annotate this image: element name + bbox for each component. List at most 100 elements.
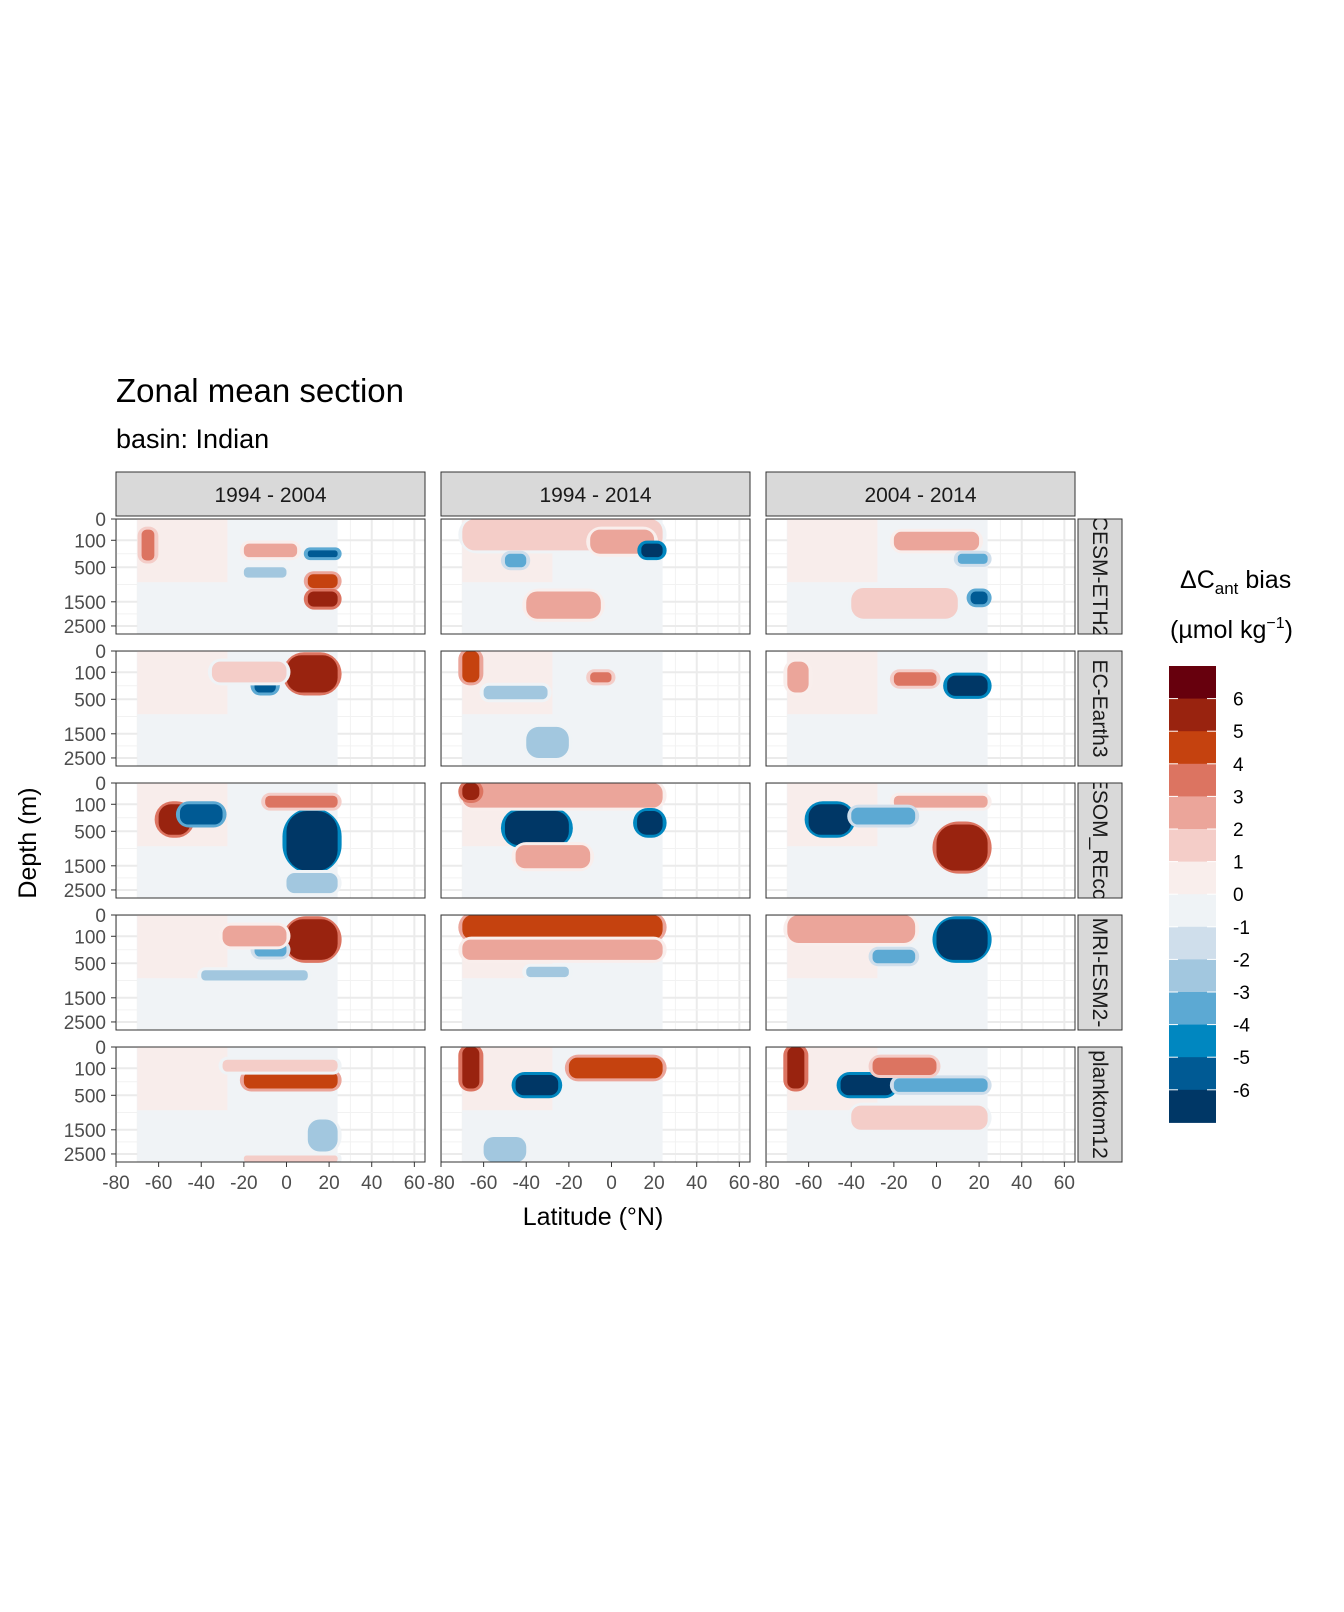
- bias-contour: [243, 1071, 338, 1089]
- chart-subtitle: basin: Indian: [116, 424, 270, 454]
- y-tick-label: 1500: [64, 593, 106, 614]
- row-strip: [1077, 782, 1123, 899]
- bias-contour: [462, 783, 480, 801]
- bias-contour: [515, 845, 591, 869]
- legend-title: ΔCant bias: [1180, 566, 1291, 598]
- x-tick-label: 20: [969, 1173, 990, 1194]
- legend-break-label: -2: [1233, 950, 1250, 971]
- x-tick-label: 20: [644, 1173, 665, 1194]
- panel: [765, 518, 1076, 635]
- bias-contour: [141, 529, 155, 561]
- legend-color-step: [1169, 1057, 1216, 1091]
- bias-contour: [526, 966, 569, 978]
- bias-contour: [936, 919, 988, 960]
- bias-contour: [307, 550, 338, 558]
- legend-color-step: [1169, 829, 1216, 863]
- panel: [440, 782, 751, 899]
- legend-break-label: -3: [1233, 983, 1250, 1004]
- bias-contour: [808, 804, 852, 835]
- bias-contour: [243, 543, 298, 558]
- bias-contour: [851, 807, 916, 825]
- legend-color-step: [1169, 1024, 1216, 1058]
- legend-break-label: 1: [1233, 853, 1244, 874]
- row-strip-label: planktom12: [1088, 1050, 1111, 1159]
- legend-break-label: 5: [1233, 722, 1244, 743]
- bias-contour: [483, 685, 548, 700]
- panel: [440, 914, 751, 1031]
- bias-contour: [568, 1057, 663, 1079]
- x-tick-label: -80: [102, 1173, 129, 1194]
- row-strip: [1077, 1046, 1123, 1163]
- column-strip-label: 1994 - 2004: [214, 484, 326, 507]
- bias-contour: [957, 553, 988, 564]
- bias-contour: [947, 675, 988, 696]
- y-tick-label: 0: [95, 906, 106, 927]
- x-axis: -80 -60 -40 -20 0 20 40 60 -80 -60 -40 -20 0 20 40 60 -8…: [102, 1162, 1075, 1194]
- x-tick-label: 0: [931, 1173, 942, 1194]
- row-strip-label: MRI-ESM2-: [1088, 918, 1111, 1028]
- x-tick-label: 60: [1054, 1173, 1075, 1194]
- y-tick-label: 500: [74, 690, 106, 711]
- bias-contour: [851, 1105, 988, 1130]
- bias-contour: [872, 1057, 937, 1076]
- row-strip-label: EC-Earth3: [1088, 659, 1111, 757]
- bias-contour: [504, 553, 527, 568]
- y-tick-label: 100: [74, 663, 106, 684]
- x-tick-label: 0: [281, 1173, 292, 1194]
- bias-contour: [787, 661, 809, 693]
- legend-color-step: [1169, 861, 1216, 895]
- bias-contour: [201, 970, 308, 981]
- y-tick-label: 0: [95, 774, 106, 795]
- legend-unit: (µmol kg−1): [1170, 615, 1293, 644]
- bias-contour: [462, 939, 663, 960]
- bias-contour: [851, 588, 958, 619]
- legend-color-step: [1169, 1089, 1216, 1123]
- bias-contour: [462, 1047, 480, 1089]
- y-tick-label: 500: [74, 1086, 106, 1107]
- bias-contour: [504, 811, 569, 846]
- y-tick-label: 2500: [64, 749, 106, 770]
- bias-contour: [893, 672, 937, 686]
- bias-contour: [243, 567, 287, 578]
- panel: [765, 1046, 1076, 1163]
- bias-contour: [286, 919, 338, 960]
- x-tick-label: -60: [795, 1173, 822, 1194]
- bias-contour: [179, 804, 223, 825]
- bias-contour: [286, 811, 338, 871]
- legend-color-step: [1169, 992, 1216, 1026]
- x-tick-label: -80: [752, 1173, 779, 1194]
- x-tick-label: 40: [1011, 1173, 1032, 1194]
- x-tick-label: -60: [145, 1173, 172, 1194]
- y-tick-label: 500: [74, 558, 106, 579]
- bias-contour: [936, 824, 988, 871]
- row-strip: [1077, 914, 1123, 1031]
- bias-contour: [515, 1075, 559, 1096]
- row-strip: [1077, 650, 1123, 767]
- legend-break-label: 4: [1233, 755, 1244, 776]
- x-tick-label: 40: [361, 1173, 382, 1194]
- legend-color-step: [1169, 698, 1216, 732]
- y-tick-label: 2500: [64, 1013, 106, 1034]
- bias-contour: [307, 1119, 338, 1152]
- panels-layer: 1994 - 2004 1994 - 2014 2004 - 2014 CESM-ET…: [64, 471, 1123, 1166]
- panel: [765, 914, 1076, 1031]
- panel: [440, 1046, 751, 1163]
- column-strip: [440, 471, 751, 517]
- bias-contour: [243, 1155, 338, 1162]
- bias-contour: [970, 591, 988, 605]
- chart-title: Zonal mean section: [116, 372, 404, 409]
- x-tick-label: 20: [319, 1173, 340, 1194]
- legend-color-step: [1169, 731, 1216, 765]
- y-tick-label: 1500: [64, 1121, 106, 1142]
- bias-contour: [590, 672, 612, 683]
- bias-contour: [307, 591, 338, 607]
- column-strip-label: 2004 - 2014: [864, 484, 976, 507]
- y-tick-label: 1500: [64, 857, 106, 878]
- x-tick-label: -20: [555, 1173, 582, 1194]
- x-tick-label: -60: [470, 1173, 497, 1194]
- legend-break-label: -1: [1233, 918, 1250, 939]
